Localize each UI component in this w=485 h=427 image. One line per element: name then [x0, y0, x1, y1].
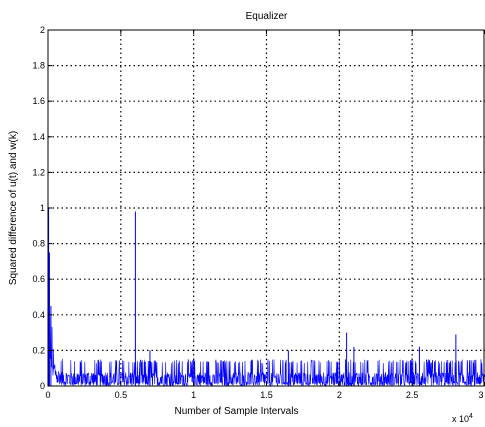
x-tick-label: 3: [478, 390, 483, 400]
x-tick-label: 2: [337, 390, 342, 400]
x-tick-label: 0: [45, 390, 50, 400]
y-tick-label: 1: [40, 203, 45, 213]
y-tick-label: 2: [40, 25, 45, 35]
y-tick-label: 0.8: [32, 239, 45, 249]
y-tick-label: 1.6: [32, 96, 45, 106]
grid: [48, 30, 485, 386]
y-tick-label: 1.4: [32, 132, 45, 142]
axis-ticks: 0 0.5 1 1.5 2 2.5 3 0 0.2 0.4 0.6 0.8 1 1.2 1.4 1.6 1.8 2: [32, 25, 485, 400]
y-tick-label: 0.4: [32, 310, 45, 320]
x-tick-label: 1: [191, 390, 196, 400]
y-tick-label: 0.2: [32, 345, 45, 355]
x-tick-label: 2.5: [406, 390, 419, 400]
x-tick-label: 0.5: [115, 390, 128, 400]
series-trace: [47, 232, 485, 388]
y-tick-label: 1.2: [32, 167, 45, 177]
x-tick-label: 1.5: [260, 390, 273, 400]
y-tick-label: 1.8: [32, 61, 45, 71]
y-axis-label: Squared difference of u(t) and w(k): [8, 131, 19, 285]
y-tick-label: 0: [40, 381, 45, 391]
y-tick-label: 0.6: [32, 274, 45, 284]
x-axis-label: Number of Sample Intervals: [175, 406, 299, 417]
chart-title: Equalizer: [246, 11, 288, 22]
x-axis-exponent: x 104: [452, 413, 473, 424]
